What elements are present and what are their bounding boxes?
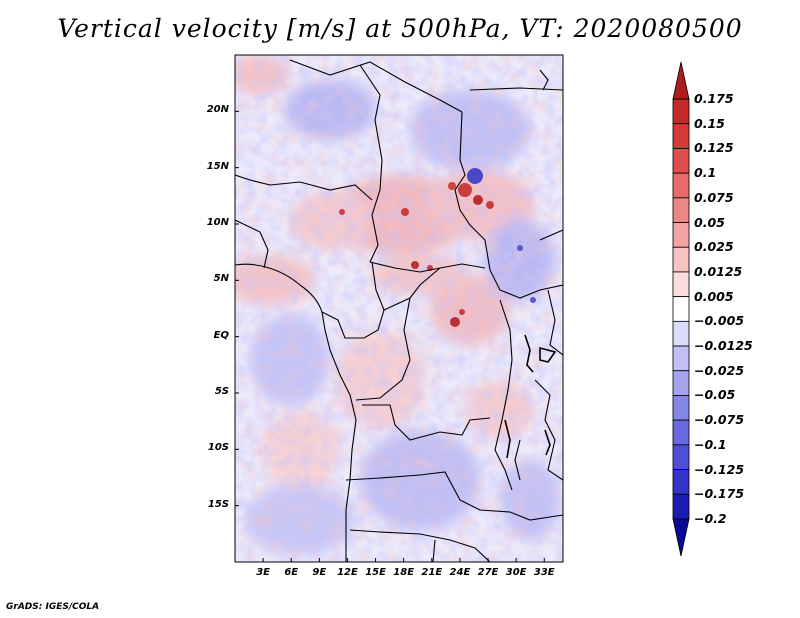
colorbar-swatch bbox=[672, 296, 690, 322]
colorbar-swatch bbox=[672, 172, 690, 199]
colorbar-label: 0.0125 bbox=[694, 263, 743, 279]
colorbar-label: 0.175 bbox=[694, 91, 734, 107]
lat-label: EQ bbox=[213, 329, 229, 341]
map-frame bbox=[234, 54, 564, 563]
lon-label: 27E bbox=[477, 567, 499, 578]
colorbar-swatch bbox=[672, 370, 690, 396]
lon-label: 33E bbox=[533, 567, 555, 578]
map-title: Vertical velocity [m/s] at 500hPa, VT: 2… bbox=[57, 14, 743, 43]
lat-label: 15S bbox=[207, 498, 229, 510]
lon-label: 9E bbox=[312, 567, 327, 578]
colorbar-swatch bbox=[672, 271, 690, 298]
colorbar-swatch bbox=[672, 345, 690, 372]
colorbar-label: 0.1 bbox=[694, 165, 717, 181]
colorbar-label: −0.2 bbox=[694, 510, 727, 526]
lat-label: 20N bbox=[206, 104, 229, 116]
colorbar-label: 0.125 bbox=[694, 140, 734, 156]
lon-label: 15E bbox=[365, 567, 386, 578]
colorbar-swatch bbox=[672, 320, 690, 347]
colorbar-swatch bbox=[672, 148, 690, 174]
lat-label: 15N bbox=[206, 160, 229, 172]
colorbar-label: −0.005 bbox=[694, 313, 745, 329]
lon-label: 3E bbox=[256, 567, 270, 578]
colorbar-label: 0.15 bbox=[694, 115, 725, 131]
colorbar-swatch bbox=[672, 123, 690, 149]
lat-label: 10S bbox=[207, 442, 229, 454]
colorbar bbox=[672, 61, 690, 557]
lon-label: 21E bbox=[421, 567, 443, 578]
colorbar-label: 0.025 bbox=[694, 239, 734, 255]
lat-label: 5S bbox=[214, 386, 229, 397]
colorbar-swatch bbox=[672, 444, 690, 470]
lon-label: 24E bbox=[449, 567, 471, 578]
lon-label: 6E bbox=[284, 567, 299, 578]
lon-label: 18E bbox=[393, 567, 415, 578]
colorbar-swatch bbox=[672, 493, 690, 520]
colorbar-swatch bbox=[672, 395, 690, 421]
colorbar-label: 0.005 bbox=[694, 288, 734, 304]
lon-label: 12E bbox=[337, 567, 358, 578]
lon-label: 30E bbox=[505, 567, 527, 578]
colorbar-label: −0.1 bbox=[694, 436, 727, 452]
colorbar-swatch bbox=[672, 98, 690, 125]
colorbar-swatch bbox=[672, 419, 690, 446]
colorbar-swatch bbox=[672, 469, 690, 495]
grads-credit: GrADS: IGES/COLA bbox=[6, 602, 100, 612]
colorbar-swatch bbox=[672, 61, 690, 100]
colorbar-label: 0.05 bbox=[694, 214, 725, 230]
lat-label: 5N bbox=[213, 273, 229, 285]
colorbar-swatch bbox=[672, 246, 690, 273]
colorbar-label: −0.075 bbox=[694, 412, 745, 428]
country-borders bbox=[235, 59, 563, 562]
colorbar-swatch bbox=[672, 197, 690, 223]
colorbar-label: 0.075 bbox=[694, 189, 734, 205]
colorbar-label: −0.125 bbox=[694, 461, 745, 477]
colorbar-label: −0.05 bbox=[694, 387, 736, 403]
vertical-velocity-field bbox=[235, 55, 563, 562]
colorbar-label: −0.025 bbox=[694, 362, 745, 378]
colorbar-swatch bbox=[672, 222, 690, 248]
colorbar-swatch bbox=[672, 518, 690, 557]
lat-label: 10N bbox=[206, 217, 229, 228]
colorbar-label: −0.0125 bbox=[694, 338, 753, 354]
colorbar-label: −0.175 bbox=[694, 486, 745, 502]
